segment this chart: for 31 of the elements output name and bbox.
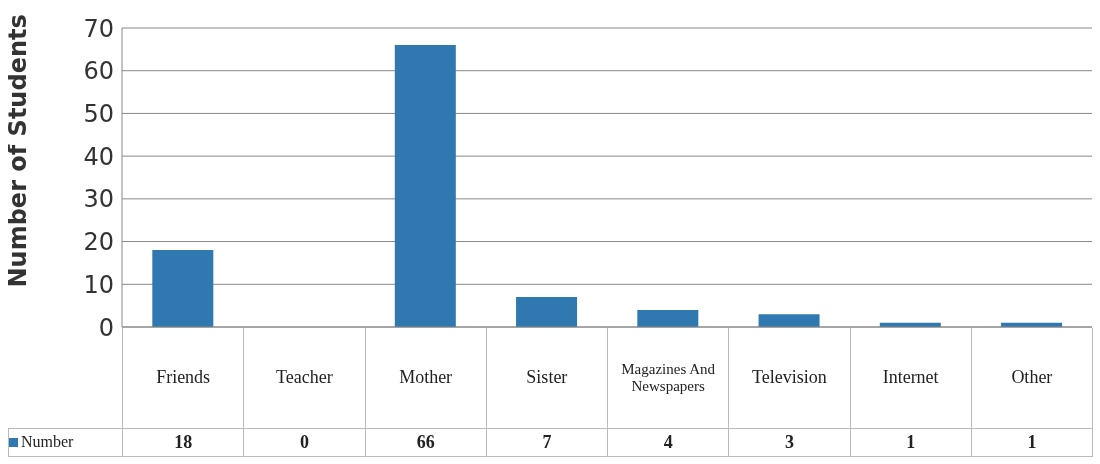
y-axis-title: Number of Students	[3, 14, 32, 288]
x-tick-label: Mother	[365, 328, 487, 428]
data-label: 1	[971, 428, 1093, 456]
x-tick-label: Sister	[486, 328, 608, 428]
bar	[152, 250, 214, 327]
y-tick-label: 10	[83, 270, 114, 299]
data-label: 18	[122, 428, 244, 456]
x-tick-label: Internet	[850, 328, 972, 428]
y-tick-label: 40	[83, 142, 114, 171]
y-tick-label: 30	[83, 185, 114, 214]
data-label: 0	[243, 428, 365, 456]
x-tick-label: Television	[728, 328, 850, 428]
data-label: 3	[728, 428, 850, 456]
y-tick-label: 0	[98, 313, 114, 342]
data-label: 4	[607, 428, 729, 456]
y-tick-label: 70	[83, 14, 114, 43]
bar	[394, 45, 456, 327]
data-label: 1	[850, 428, 972, 456]
data-label: 7	[486, 428, 608, 456]
bar	[516, 297, 578, 327]
x-tick-label: Magazines And Newspapers	[607, 328, 729, 428]
bar	[758, 314, 820, 327]
x-tick-label: Other	[971, 328, 1093, 428]
bar	[637, 309, 699, 327]
y-tick-label: 20	[83, 228, 114, 257]
x-tick-label: Teacher	[243, 328, 365, 428]
legend-label: Number	[8, 428, 123, 456]
y-tick-label: 60	[83, 57, 114, 86]
data-label: 66	[365, 428, 487, 456]
x-tick-label: Friends	[122, 328, 244, 428]
y-tick-label: 50	[83, 99, 114, 128]
